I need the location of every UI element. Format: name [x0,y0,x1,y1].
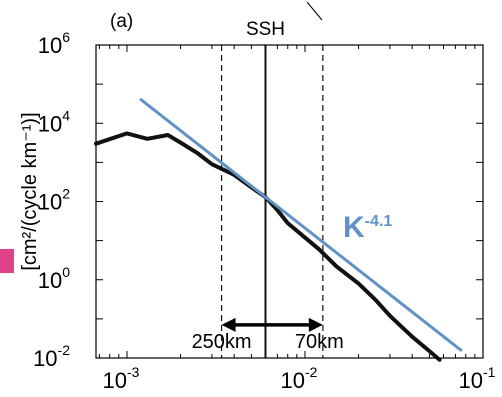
panel-label: (a) [110,11,133,32]
scale-arrow-left-head [221,317,236,332]
scale-arrow-right-head [308,317,323,332]
labels-layer: 10-3 10-2 10-1 10-2 100 102 104 106 [cm²/(cycle … [0,1,496,393]
spectrum-line [94,131,442,362]
scale-label-70km: 70km [295,331,344,353]
scale-arrow-layer [221,317,323,332]
y-axis-label: [cm²/(cycle km⁻¹)] [19,112,41,270]
chart-title: SSH [246,19,285,40]
slope-annotation: K-4.1 [343,211,392,244]
x-tick-label: 10-1 [459,364,496,392]
y-tick-label: 106 [38,29,70,58]
series-layer [94,98,463,362]
x-tick-label: 10-2 [281,364,318,392]
y-tick-label: 10-2 [33,342,70,371]
x-tick-label: 10-3 [102,364,139,392]
pink-marker [0,249,14,273]
y-tick-label: 104 [38,107,70,136]
y-tick-label: 100 [38,264,70,293]
scale-label-250km: 250km [192,331,252,353]
vertical-lines-layer [220,45,324,358]
plot-frame [95,44,484,359]
corner-stroke [306,1,323,21]
slope-fit-line [139,98,463,352]
ticks-layer [96,44,484,359]
y-tick-label: 102 [38,186,70,215]
